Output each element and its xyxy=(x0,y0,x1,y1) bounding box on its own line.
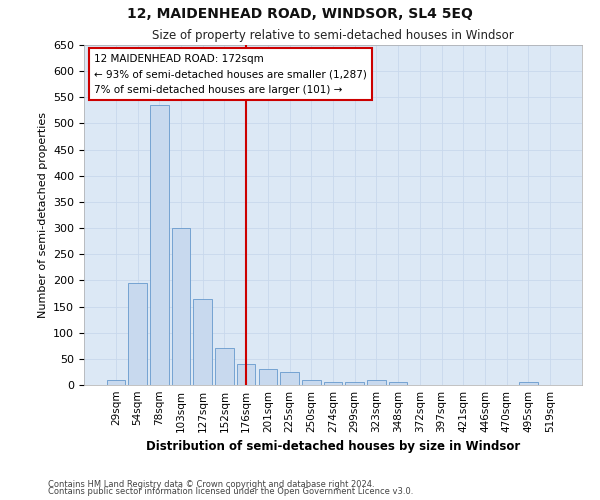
X-axis label: Distribution of semi-detached houses by size in Windsor: Distribution of semi-detached houses by … xyxy=(146,440,520,454)
Bar xyxy=(259,370,277,385)
Bar xyxy=(107,380,125,385)
Text: Contains public sector information licensed under the Open Government Licence v3: Contains public sector information licen… xyxy=(48,487,413,496)
Bar xyxy=(302,380,320,385)
Bar xyxy=(172,228,190,385)
Y-axis label: Number of semi-detached properties: Number of semi-detached properties xyxy=(38,112,47,318)
Bar xyxy=(237,364,256,385)
Bar xyxy=(150,105,169,385)
Bar xyxy=(128,283,147,385)
Text: Contains HM Land Registry data © Crown copyright and database right 2024.: Contains HM Land Registry data © Crown c… xyxy=(48,480,374,489)
Text: 12 MAIDENHEAD ROAD: 172sqm
← 93% of semi-detached houses are smaller (1,287)
7% : 12 MAIDENHEAD ROAD: 172sqm ← 93% of semi… xyxy=(94,54,367,94)
Bar xyxy=(389,382,407,385)
Bar xyxy=(367,380,386,385)
Title: Size of property relative to semi-detached houses in Windsor: Size of property relative to semi-detach… xyxy=(152,30,514,43)
Bar xyxy=(193,298,212,385)
Bar xyxy=(519,382,538,385)
Text: 12, MAIDENHEAD ROAD, WINDSOR, SL4 5EQ: 12, MAIDENHEAD ROAD, WINDSOR, SL4 5EQ xyxy=(127,8,473,22)
Bar xyxy=(215,348,233,385)
Bar xyxy=(346,382,364,385)
Bar xyxy=(324,382,342,385)
Bar xyxy=(280,372,299,385)
